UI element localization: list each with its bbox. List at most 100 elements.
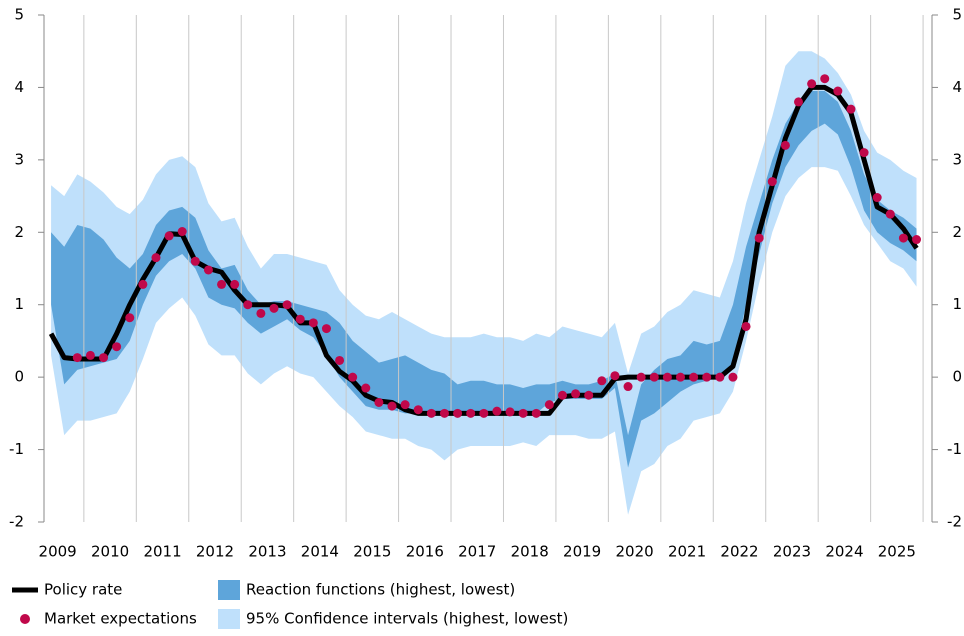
market-dot xyxy=(505,407,515,417)
market-dot xyxy=(177,227,187,237)
market-dot xyxy=(479,408,489,418)
market-dot xyxy=(912,235,922,245)
market-dot xyxy=(190,256,200,266)
x-tick-label: 2009 xyxy=(39,543,77,561)
x-tick-label: 2014 xyxy=(301,543,339,561)
x-tick-label: 2017 xyxy=(458,543,496,561)
x-tick-label: 2010 xyxy=(91,543,129,561)
market-dot xyxy=(361,383,371,393)
market-dot xyxy=(833,86,843,96)
y-tick-label: 3 xyxy=(14,150,24,168)
x-tick-label: 2011 xyxy=(143,543,181,561)
band xyxy=(51,91,917,468)
legend-label: Market expectations xyxy=(44,610,197,628)
market-dot xyxy=(820,74,830,84)
market-dot xyxy=(623,382,633,392)
market-dot xyxy=(413,405,423,415)
market-dot xyxy=(741,321,751,331)
y-tick-label: -1 xyxy=(9,440,24,458)
market-dot xyxy=(675,372,685,382)
y-tick-label: 4 xyxy=(14,78,24,96)
x-tick-label: 2016 xyxy=(406,543,444,561)
market-dot xyxy=(872,193,882,203)
market-dot xyxy=(308,318,318,328)
market-dot xyxy=(453,408,463,418)
x-tick-label: 2023 xyxy=(773,543,811,561)
market-dot xyxy=(662,372,672,382)
y-tick-label: -2 xyxy=(9,513,24,531)
x-tick-label: 2019 xyxy=(563,543,601,561)
market-dot xyxy=(374,397,384,407)
x-tick-label: 2024 xyxy=(825,543,863,561)
market-dot xyxy=(492,406,502,416)
market-dot xyxy=(85,350,95,360)
market-dot xyxy=(295,314,305,324)
legend-swatch xyxy=(218,580,240,600)
x-tick-label: 2022 xyxy=(720,543,758,561)
market-dot xyxy=(689,372,699,382)
y2-tick-label: 3 xyxy=(952,150,962,168)
market-dot xyxy=(859,148,869,158)
market-dot xyxy=(203,265,213,275)
market-dot xyxy=(230,279,240,289)
x-tick-label: 2025 xyxy=(878,543,916,561)
market-dot xyxy=(99,353,109,363)
market-dot xyxy=(518,408,528,418)
x-tick-label: 2015 xyxy=(353,543,391,561)
market-dot xyxy=(531,408,541,418)
market-dot xyxy=(466,408,476,418)
y-tick-label: 0 xyxy=(14,368,24,386)
market-dot xyxy=(728,372,738,382)
x-tick-label: 2013 xyxy=(248,543,286,561)
market-dot xyxy=(138,279,148,289)
x-tick-label: 2020 xyxy=(616,543,654,561)
market-dot xyxy=(112,342,122,352)
market-dot xyxy=(610,371,620,381)
market-dot xyxy=(439,408,449,418)
y2-tick-label: -2 xyxy=(947,513,962,531)
market-dot xyxy=(780,140,790,150)
x-tick-label: 2012 xyxy=(196,543,234,561)
y2-tick-label: 0 xyxy=(952,368,962,386)
x-tick-label: 2018 xyxy=(511,543,549,561)
market-dot xyxy=(807,79,817,89)
legend-label: Policy rate xyxy=(44,581,122,599)
market-dot xyxy=(125,313,135,323)
x-tick-label: 2021 xyxy=(668,543,706,561)
market-dot xyxy=(584,390,594,400)
y2-tick-label: 2 xyxy=(952,223,962,241)
market-dot xyxy=(649,372,659,382)
market-dot xyxy=(164,231,174,241)
band xyxy=(51,51,917,515)
market-dot xyxy=(846,104,856,114)
market-dot xyxy=(636,372,646,382)
market-dot xyxy=(885,209,895,219)
market-dot xyxy=(597,376,607,386)
market-dot xyxy=(544,400,554,410)
market-dot xyxy=(72,353,82,363)
legend-swatch xyxy=(218,609,240,629)
market-dot xyxy=(754,233,764,243)
market-dot xyxy=(426,408,436,418)
market-dot xyxy=(256,308,266,318)
market-dot xyxy=(557,390,567,400)
y2-tick-label: 5 xyxy=(952,6,962,24)
market-dot xyxy=(151,253,161,263)
market-dot xyxy=(243,300,253,310)
market-dot xyxy=(321,324,331,334)
market-dot xyxy=(794,97,804,107)
market-dot xyxy=(702,372,712,382)
market-dot xyxy=(898,233,908,243)
market-dot xyxy=(767,177,777,187)
y-tick-label: 2 xyxy=(14,223,24,241)
y2-tick-label: 1 xyxy=(952,295,962,313)
market-dot xyxy=(400,400,410,410)
market-dot xyxy=(282,300,292,310)
legend-label: 95% Confidence intervals (highest, lowes… xyxy=(246,610,568,628)
y-tick-label: 5 xyxy=(14,6,24,24)
market-dot xyxy=(715,372,725,382)
y-tick-label: 1 xyxy=(14,295,24,313)
y2-tick-label: 4 xyxy=(952,78,962,96)
market-dot xyxy=(348,372,358,382)
